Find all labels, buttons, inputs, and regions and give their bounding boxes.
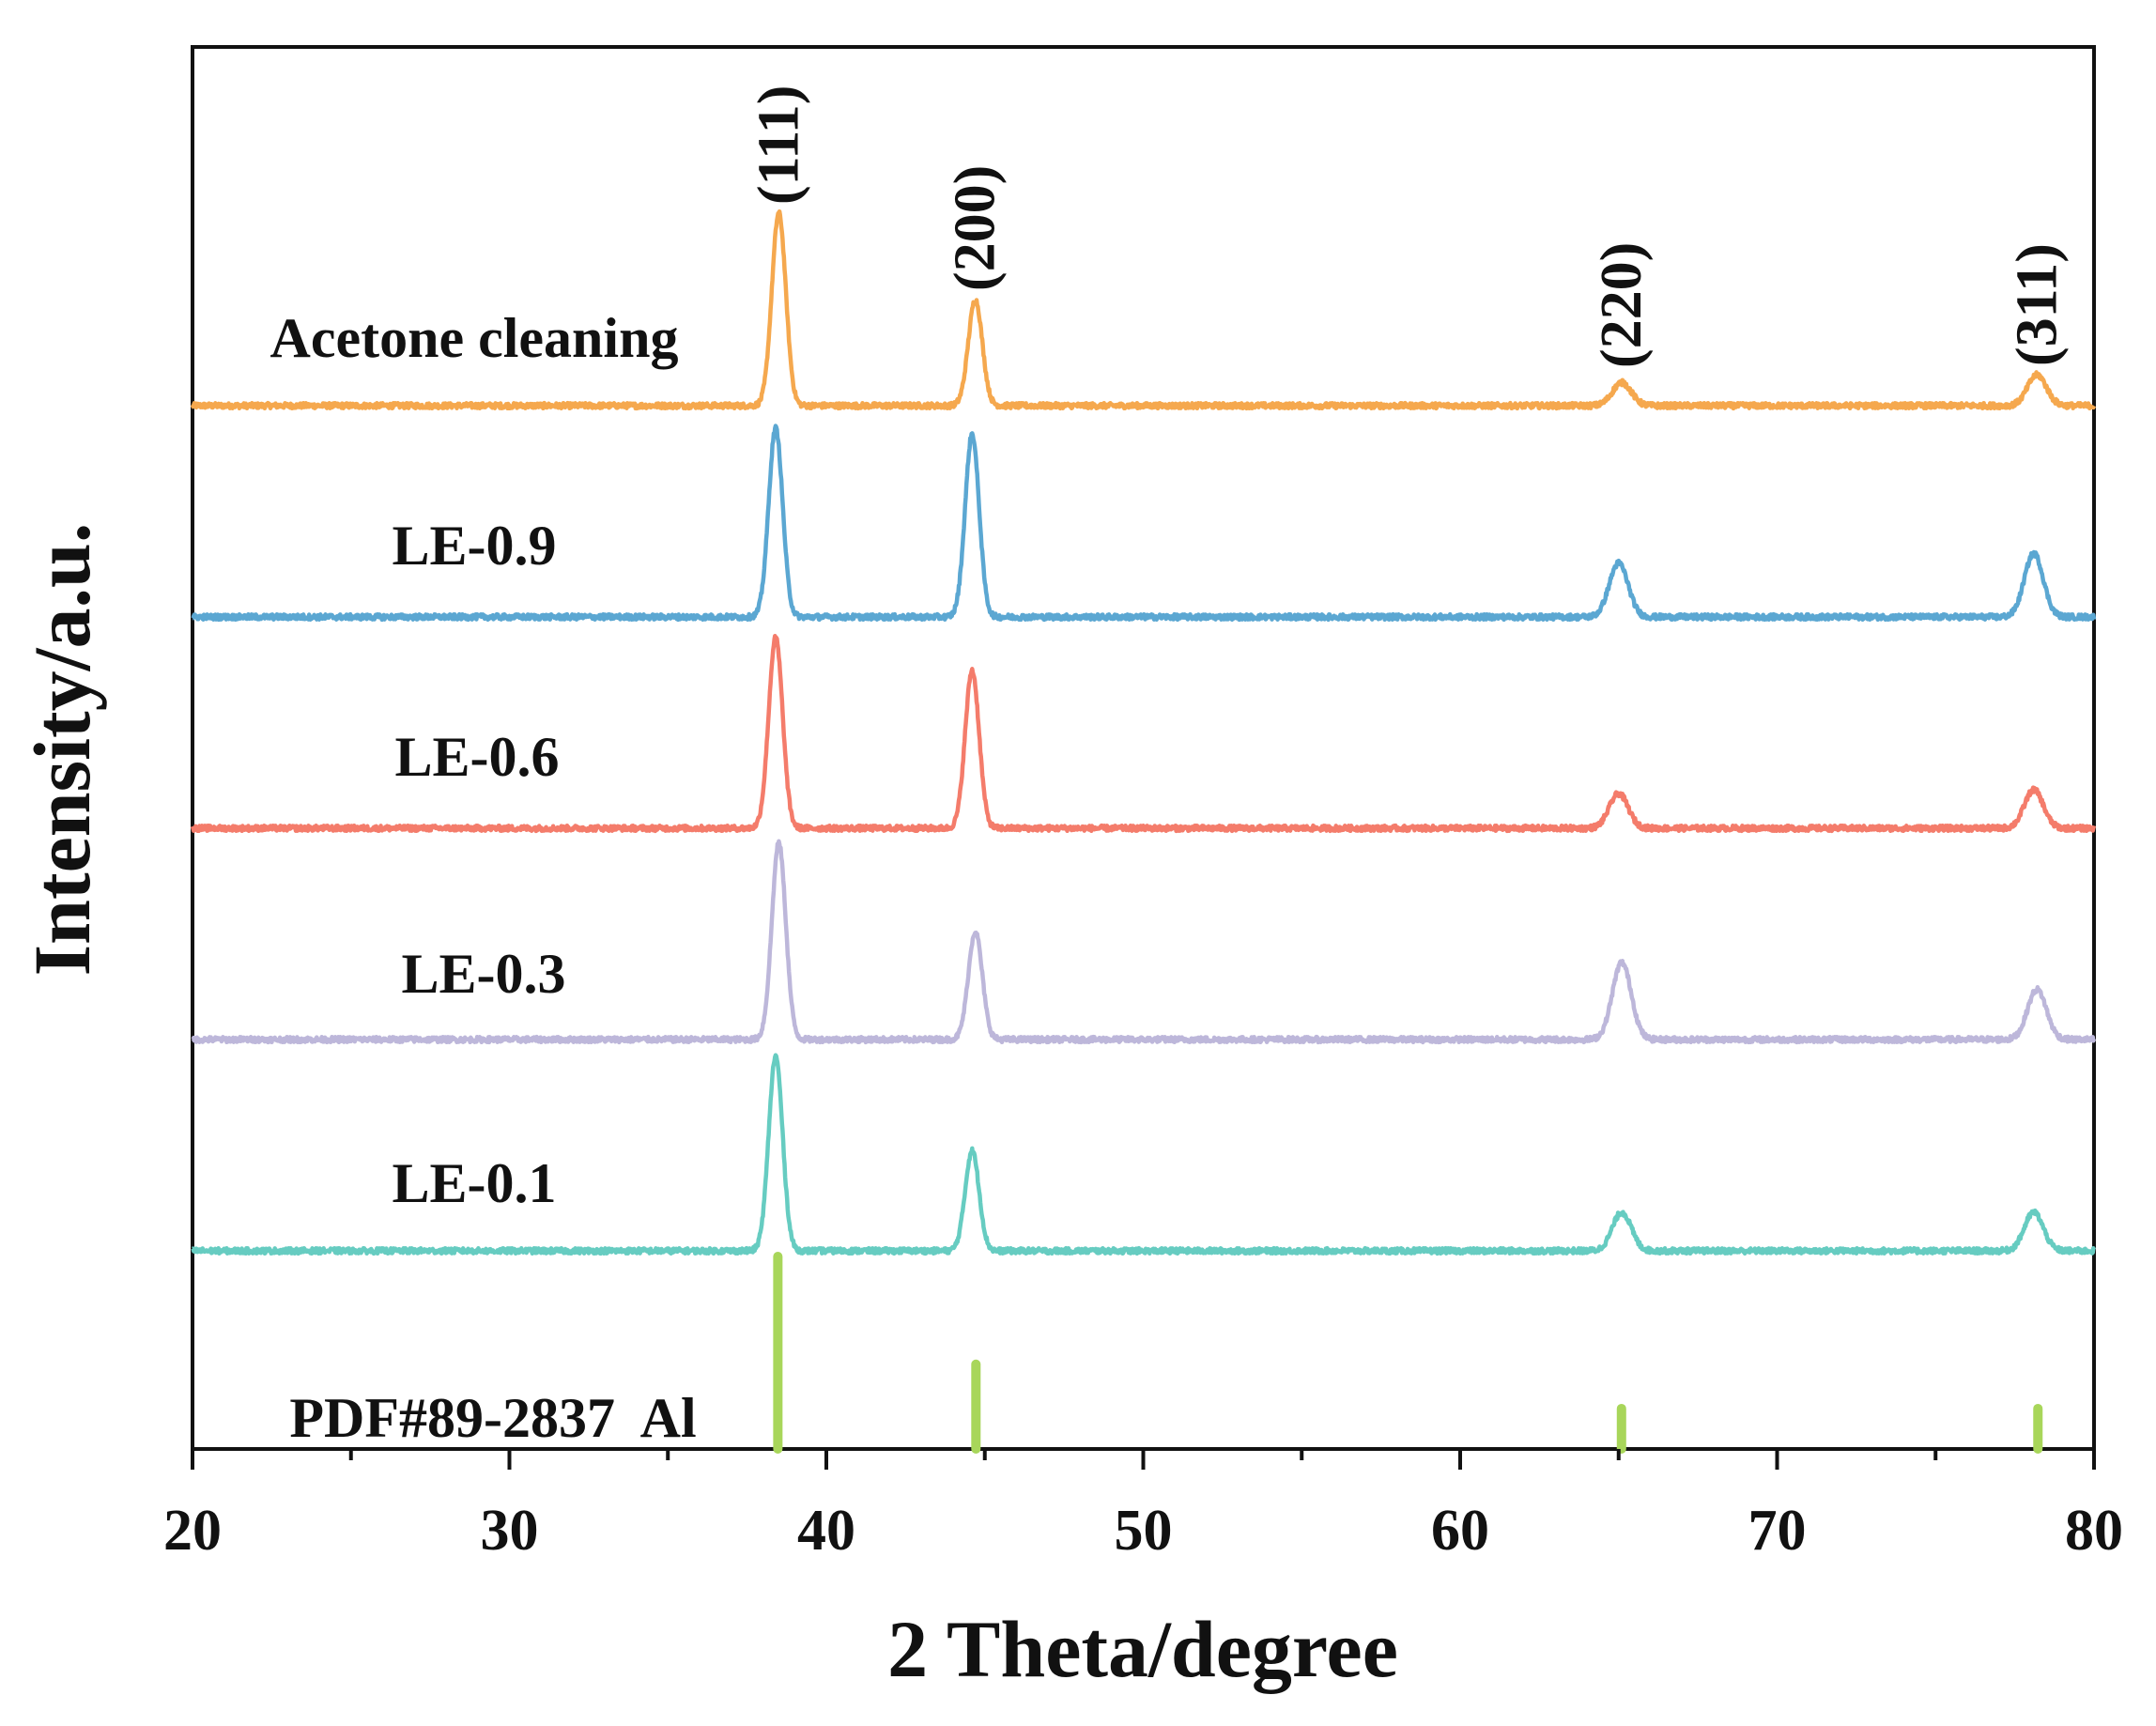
series-lines — [190, 208, 2097, 1256]
peak-labels: (111) (200) (220) (311) — [747, 85, 2069, 368]
series-label-acetone-cleaning: Acetone cleaning — [270, 307, 679, 369]
series-label-le-0-3: LE-0.3 — [401, 943, 565, 1005]
x-axis-tick-labels: 20 30 40 50 60 70 80 — [163, 1499, 2123, 1563]
peak-label-200: (200) — [944, 165, 1008, 291]
x-axis-ticks — [191, 1449, 2096, 1470]
x-tick-label-80: 80 — [2065, 1499, 2123, 1563]
x-axis-title: 2 Theta/degree — [887, 1604, 1398, 1694]
x-tick-label-60: 60 — [1431, 1499, 1489, 1563]
series-line-le-0-1 — [191, 1053, 2097, 1256]
x-tick-label-50: 50 — [1115, 1499, 1173, 1563]
x-tick-label-40: 40 — [797, 1499, 855, 1563]
peak-label-311: (311) — [2005, 243, 2069, 366]
series-line-le-0-6 — [190, 633, 2097, 834]
series-label-le-0-9: LE-0.9 — [392, 515, 556, 577]
y-axis-title: Intensity/a.u. — [17, 523, 107, 977]
reference-lines — [773, 1252, 2043, 1454]
reference-label: PDF#89-2837 Al — [289, 1387, 696, 1449]
series-label-le-0-1: LE-0.1 — [392, 1152, 556, 1214]
series-labels: Acetone cleaning LE-0.9 LE-0.6 LE-0.3 LE-0.1… — [270, 307, 697, 1449]
peak-label-111: (111) — [747, 85, 810, 205]
series-line-acetone-cleaning — [190, 208, 2097, 411]
series-label-le-0-6: LE-0.6 — [394, 726, 559, 788]
peak-label-220: (220) — [1590, 242, 1654, 368]
series-line-le-0-9 — [191, 424, 2097, 623]
series-line-le-0-3 — [191, 839, 2097, 1045]
x-tick-label-30: 30 — [481, 1499, 539, 1563]
x-tick-label-20: 20 — [163, 1499, 222, 1563]
x-tick-label-70: 70 — [1748, 1499, 1807, 1563]
